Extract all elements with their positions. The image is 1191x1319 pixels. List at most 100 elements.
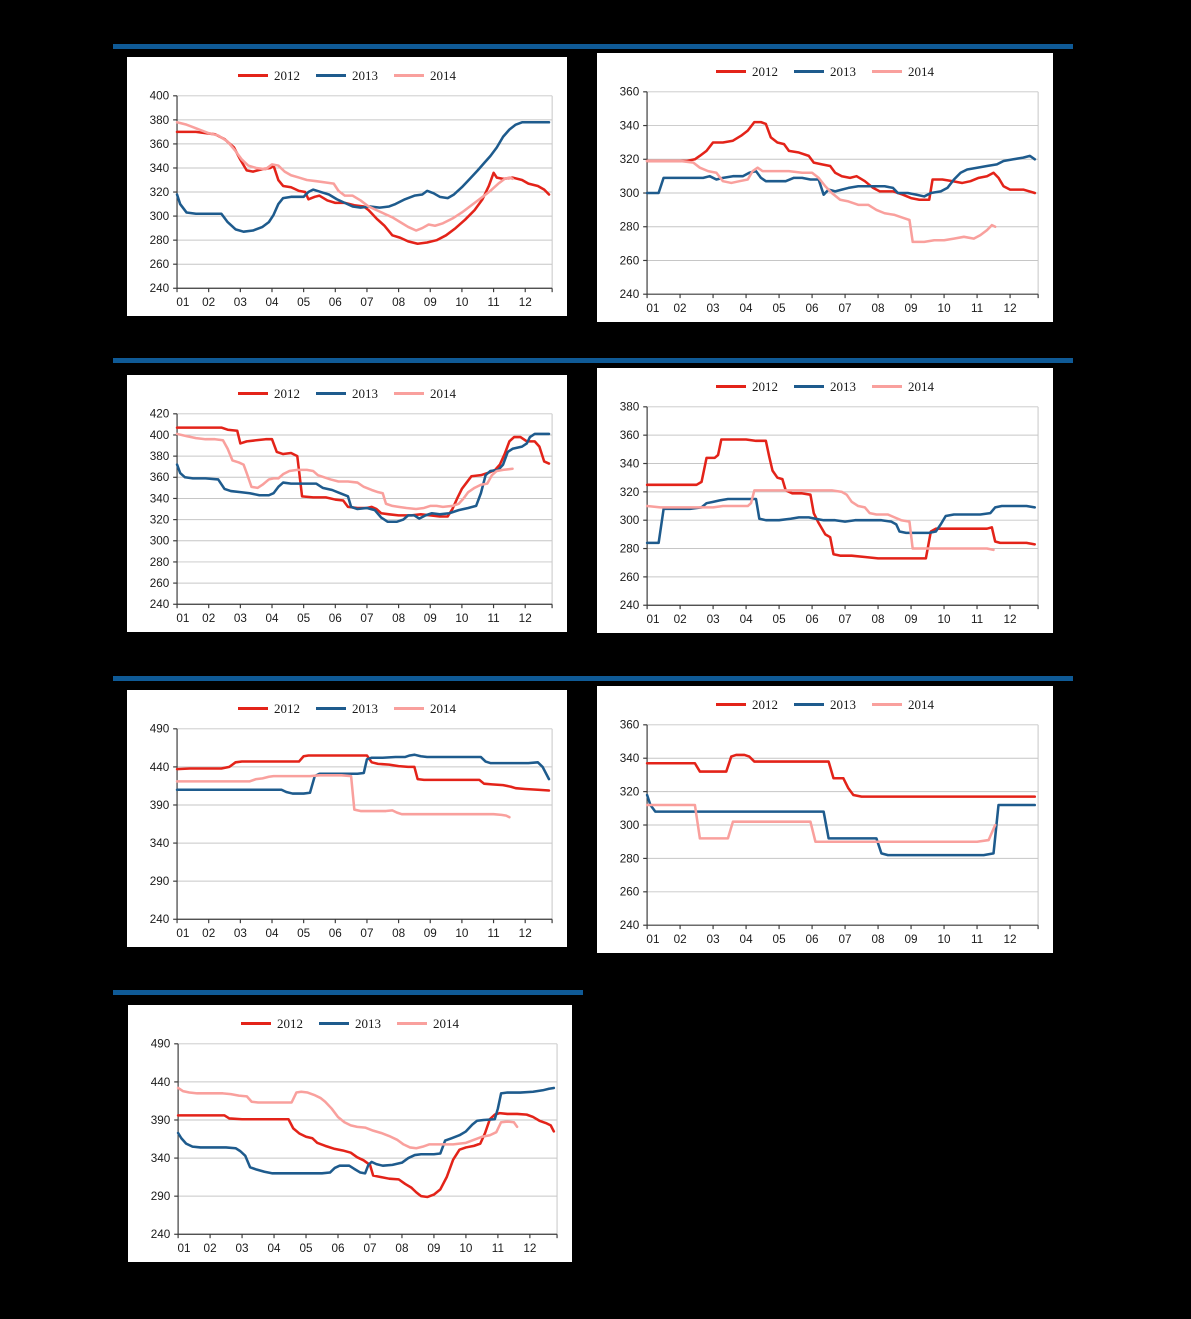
legend-item-2012: 2012 — [238, 68, 300, 84]
series-line-2014 — [175, 774, 511, 819]
x-tick-label: 05 — [773, 613, 787, 626]
y-tick-label: 280 — [620, 543, 640, 556]
legend-item-2012: 2012 — [716, 64, 778, 80]
y-tick-label: 360 — [620, 719, 640, 732]
legend-swatch-icon — [872, 703, 902, 707]
x-tick-label: 10 — [455, 927, 469, 940]
x-tick-label: 04 — [265, 612, 279, 625]
x-tick-label: 09 — [905, 613, 918, 626]
legend-swatch-icon — [394, 74, 424, 78]
line-chart-plot: 240 290 340 390 440 490 01 02 03 04 05 06 07 08 09 10 11… — [151, 1038, 558, 1255]
legend-swatch-icon — [238, 707, 268, 711]
y-tick-label: 260 — [620, 255, 640, 268]
series-line-2014 — [645, 804, 997, 844]
legend-label: 2012 — [274, 700, 300, 716]
legend-swatch-icon — [872, 385, 902, 389]
series-line-2013 — [175, 121, 551, 234]
y-tick-label: 300 — [620, 515, 640, 528]
x-tick-label: 09 — [424, 296, 437, 309]
x-tick-label: 10 — [938, 933, 952, 946]
legend-swatch-icon — [794, 703, 824, 707]
legend-swatch-icon — [316, 74, 346, 78]
legend-label: 2013 — [830, 378, 856, 394]
x-tick-label: 09 — [905, 302, 918, 315]
series-line-2012 — [645, 121, 1037, 202]
y-tick-label: 340 — [150, 493, 170, 506]
y-tick-label: 280 — [620, 221, 640, 234]
x-tick-label: 07 — [839, 933, 852, 946]
legend-label: 2013 — [352, 700, 378, 716]
x-tick-label: 10 — [455, 296, 469, 309]
legend-item-2012: 2012 — [238, 386, 300, 402]
x-tick-label: 10 — [938, 613, 952, 626]
x-tick-label: 08 — [392, 612, 405, 625]
section-divider-bar — [113, 676, 1073, 681]
x-tick-label: 04 — [268, 1242, 282, 1255]
x-tick-label: 04 — [265, 927, 279, 940]
line-chart-plot: 240 260 280 300 320 340 360 01 02 03 04 05 06 07 08 09 1… — [620, 719, 1039, 946]
legend-item-2013: 2013 — [794, 697, 856, 713]
legend-swatch-icon — [238, 74, 268, 78]
x-tick-label: 05 — [300, 1242, 314, 1255]
chart-card-row3-right: 2012 2013 2014 240 260 280 300 320 340 360 01 02 03 0… — [597, 686, 1053, 953]
x-tick-label: 07 — [363, 1242, 376, 1255]
y-tick-label: 240 — [620, 289, 640, 302]
y-tick-label: 390 — [151, 1114, 171, 1127]
y-tick-label: 240 — [150, 283, 170, 296]
y-tick-label: 440 — [151, 1076, 171, 1089]
series-line-2012 — [175, 426, 551, 519]
legend-swatch-icon — [319, 1022, 349, 1026]
x-tick-label: 08 — [392, 927, 405, 940]
x-tick-label: 07 — [360, 612, 373, 625]
y-tick-label: 320 — [150, 514, 170, 527]
x-tick-label: 04 — [265, 296, 279, 309]
legend-label: 2012 — [274, 67, 300, 83]
line-chart-plot: 240 260 280 300 320 340 360 380 01 02 03 04 05 06 07 08… — [620, 401, 1039, 626]
x-tick-label: 12 — [523, 1242, 536, 1255]
y-tick-label: 300 — [620, 187, 640, 200]
legend-item-2014: 2014 — [872, 379, 934, 395]
y-tick-label: 400 — [150, 90, 170, 103]
legend-swatch-icon — [316, 392, 346, 396]
y-tick-label: 260 — [150, 577, 170, 590]
x-tick-label: 09 — [427, 1242, 440, 1255]
legend-label: 2012 — [277, 1015, 303, 1031]
x-tick-label: 05 — [297, 296, 311, 309]
y-tick-label: 340 — [150, 837, 170, 850]
y-tick-label: 240 — [150, 599, 170, 612]
x-tick-label: 02 — [204, 1242, 217, 1255]
x-tick-label: 08 — [392, 296, 406, 309]
x-tick-label: 12 — [519, 296, 532, 309]
x-tick-label: 03 — [234, 296, 247, 309]
series-line-2014 — [175, 433, 514, 511]
x-tick-label: 06 — [329, 296, 342, 309]
y-tick-label: 340 — [150, 162, 170, 175]
line-chart-plot: 240 290 340 390 440 490 01 02 03 04 05 06 07 08 09 10 11… — [150, 723, 553, 940]
legend-swatch-icon — [316, 707, 346, 711]
legend-label: 2014 — [430, 385, 456, 401]
legend-item-2013: 2013 — [316, 701, 378, 717]
y-tick-label: 280 — [620, 853, 640, 866]
legend-label: 2014 — [908, 378, 934, 394]
chart-card-row1-left: 2012 2013 2014 240 260 280 300 320 340 360 380 400 0… — [127, 57, 567, 316]
line-chart-plot: 240 260 280 300 320 340 360 380 400 420 01 02 03 04 05… — [150, 408, 553, 625]
legend-item-2014: 2014 — [872, 697, 934, 713]
section-divider-bar — [113, 44, 1073, 49]
x-tick-label: 04 — [740, 933, 754, 946]
y-tick-label: 290 — [150, 875, 170, 888]
x-tick-label: 05 — [297, 612, 311, 625]
legend-item-2013: 2013 — [316, 68, 378, 84]
legend-label: 2013 — [352, 67, 378, 83]
legend-label: 2014 — [430, 700, 456, 716]
series-line-2014 — [645, 160, 997, 244]
legend-item-2014: 2014 — [394, 68, 456, 84]
x-tick-label: 02 — [674, 302, 687, 315]
legend-label: 2012 — [752, 696, 778, 712]
x-tick-label: 12 — [1004, 933, 1017, 946]
x-tick-label: 02 — [674, 933, 687, 946]
x-tick-label: 10 — [455, 612, 469, 625]
x-tick-label: 02 — [674, 613, 687, 626]
section-divider-bar — [113, 990, 583, 995]
x-tick-label: 11 — [971, 933, 983, 946]
x-tick-label: 07 — [839, 302, 852, 315]
